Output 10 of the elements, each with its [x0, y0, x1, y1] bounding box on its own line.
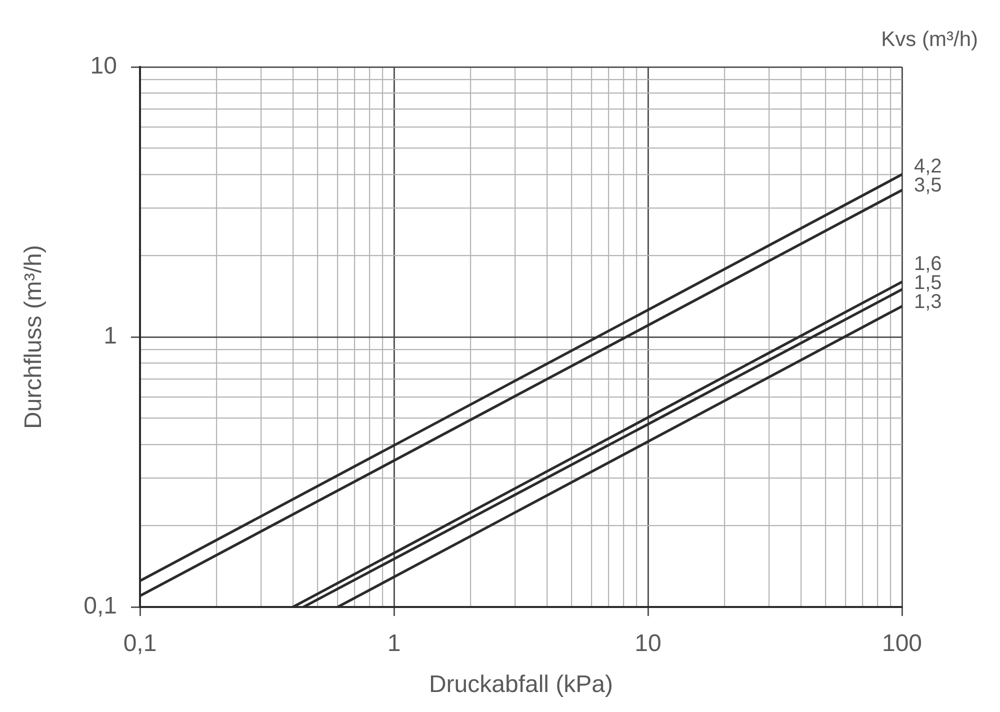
- legend-title: Kvs (m³/h): [881, 28, 978, 51]
- y-axis-title: Durchfluss (m³/h): [20, 244, 48, 430]
- y-tick-label: 1: [104, 322, 117, 350]
- x-axis-title: Druckabfall (kPa): [428, 671, 614, 698]
- y-tick-label: 10: [90, 52, 117, 80]
- x-tick-label: 0,1: [123, 630, 157, 658]
- x-tick-label: 1: [387, 630, 401, 658]
- y-tick-label: 0,1: [84, 592, 117, 620]
- x-tick-label: 100: [882, 630, 922, 658]
- x-tick-label: 10: [634, 630, 662, 658]
